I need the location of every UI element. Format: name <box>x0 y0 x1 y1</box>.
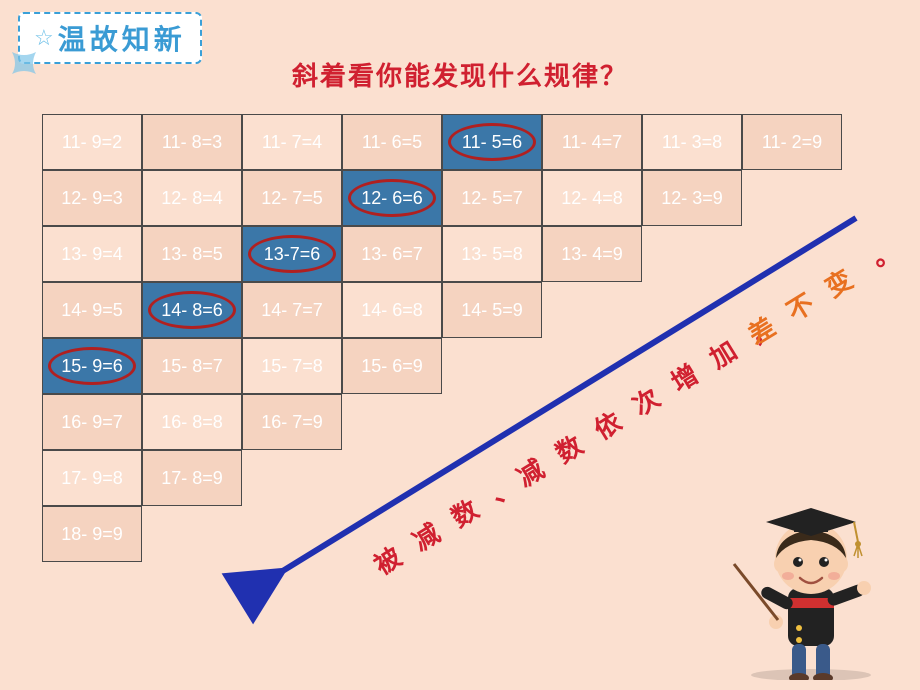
circle-highlight <box>348 179 436 217</box>
table-cell: 13- 6=7 <box>342 226 442 282</box>
table-cell: 18- 9=9 <box>42 506 142 562</box>
diagonal-text-dot: 。 <box>862 226 909 274</box>
table-row: 14- 9=514- 8=614- 7=714- 6=814- 5=9 <box>42 282 842 338</box>
table-row: 17- 9=817- 8=9 <box>42 450 842 506</box>
table-cell: 12- 7=5 <box>242 170 342 226</box>
table-cell: 14- 9=5 <box>42 282 142 338</box>
table-cell: 14- 8=6 <box>142 282 242 338</box>
table-cell: 12- 5=7 <box>442 170 542 226</box>
table-cell: 11- 3=8 <box>642 114 742 170</box>
table-cell: 12- 6=6 <box>342 170 442 226</box>
table-row: 16- 9=716- 8=816- 7=9 <box>42 394 842 450</box>
table-cell: 11- 6=5 <box>342 114 442 170</box>
table-cell: 11- 8=3 <box>142 114 242 170</box>
table-cell: 13- 4=9 <box>542 226 642 282</box>
table-cell: 13- 8=5 <box>142 226 242 282</box>
table-cell: 11- 7=4 <box>242 114 342 170</box>
table-cell: 17- 9=8 <box>42 450 142 506</box>
table-cell: 16- 9=7 <box>42 394 142 450</box>
scholar-icon <box>726 480 896 680</box>
question-title: 斜着看你能发现什么规律？ <box>0 56 920 93</box>
circle-highlight <box>148 291 236 329</box>
table-cell: 12- 3=9 <box>642 170 742 226</box>
table-row: 13- 9=413- 8=513-7=613- 6=713- 5=813- 4=… <box>42 226 842 282</box>
table-row: 12- 9=312- 8=412- 7=512- 6=612- 5=712- 4… <box>42 170 842 226</box>
table-cell: 15- 6=9 <box>342 338 442 394</box>
table-cell: 13- 9=4 <box>42 226 142 282</box>
table-cell: 17- 8=9 <box>142 450 242 506</box>
star-icon: ☆ <box>34 25 54 51</box>
table-cell: 14- 7=7 <box>242 282 342 338</box>
circle-highlight <box>248 235 336 273</box>
table-row: 11- 9=211- 8=311- 7=411- 6=511- 5=611- 4… <box>42 114 842 170</box>
table-cell: 14- 5=9 <box>442 282 542 338</box>
table-cell: 11- 2=9 <box>742 114 842 170</box>
circle-highlight <box>448 123 536 161</box>
table-cell: 15- 8=7 <box>142 338 242 394</box>
circle-highlight <box>48 347 136 385</box>
badge-text: 温故知新 <box>58 18 186 58</box>
table-cell: 14- 6=8 <box>342 282 442 338</box>
table-cell: 11- 5=6 <box>442 114 542 170</box>
table-cell: 11- 4=7 <box>542 114 642 170</box>
table-cell: 12- 4=8 <box>542 170 642 226</box>
table-cell: 12- 9=3 <box>42 170 142 226</box>
table-cell: 13- 5=8 <box>442 226 542 282</box>
table-cell: 15- 7=8 <box>242 338 342 394</box>
table-cell: 16- 8=8 <box>142 394 242 450</box>
table-cell: 16- 7=9 <box>242 394 342 450</box>
table-cell: 12- 8=4 <box>142 170 242 226</box>
table-cell: 11- 9=2 <box>42 114 142 170</box>
table-cell: 13-7=6 <box>242 226 342 282</box>
table-cell: 15- 9=6 <box>42 338 142 394</box>
